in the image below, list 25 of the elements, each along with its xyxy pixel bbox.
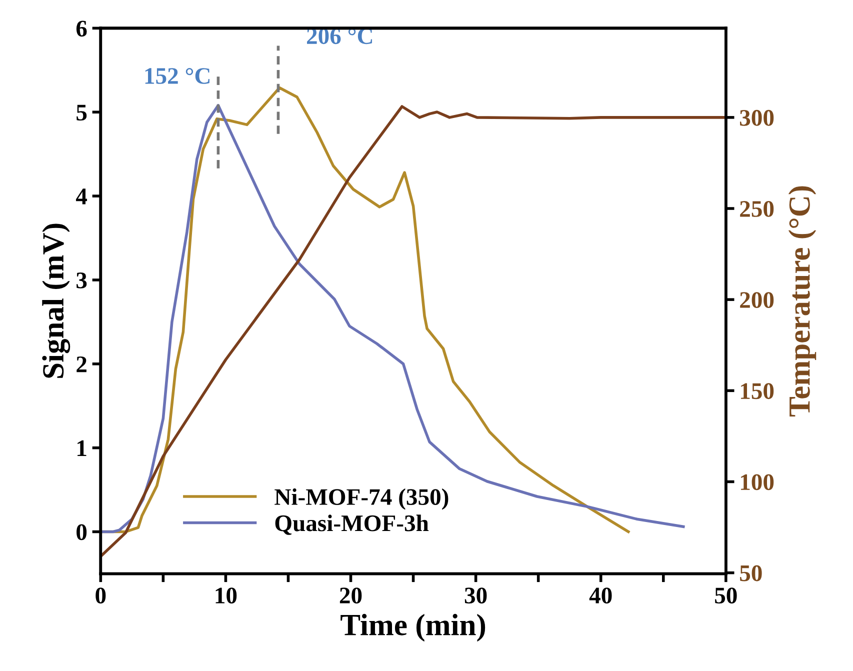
y2-tick-label: 250 [740,200,774,217]
y-tick-label: 6 [76,20,87,37]
y-tick-label: 1 [78,440,86,456]
x-tick-label: 20 [340,588,362,604]
x-tick-label: 10 [216,588,237,604]
y2-tick-label: 300 [740,110,774,126]
y-tick-label: 3 [76,272,87,288]
y2-axis-title: Temperature (°C) [788,186,816,416]
x-tick-label: 40 [589,588,612,604]
y-axis-title: Signal (mV) [42,224,70,378]
y2-tick-label: 150 [740,383,774,400]
x-tick-label: 30 [464,588,487,604]
x-axis-title: Time (min) [340,614,486,642]
y2-tick-label: 50 [740,565,762,582]
legend-label: Quasi-MOF-3h [275,514,429,535]
legend-label: Ni-MOF-74 (350) [274,488,448,510]
x-tick-label: 0 [96,588,106,604]
y2-tick-label: 100 [740,474,774,490]
y-tick-label: 2 [76,356,86,372]
annotation: 152 °C [145,68,210,84]
y-tick-label: 0 [76,524,87,540]
y2-tick-label: 200 [740,292,774,308]
y-tick-label: 5 [76,104,87,121]
x-tick-label: 50 [715,588,737,604]
y-tick-label: 4 [76,188,88,204]
